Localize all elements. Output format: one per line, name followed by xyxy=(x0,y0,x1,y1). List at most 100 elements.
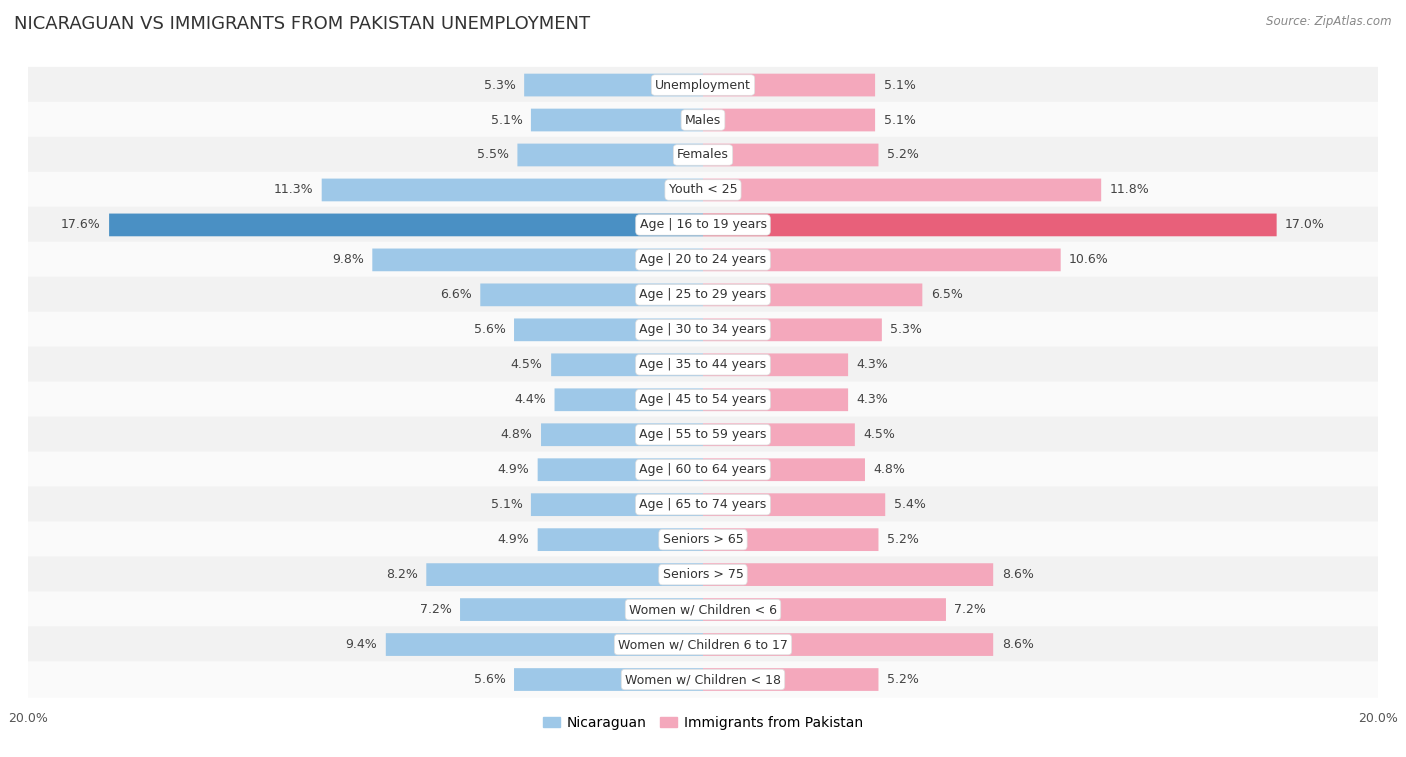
Text: Women w/ Children 6 to 17: Women w/ Children 6 to 17 xyxy=(619,638,787,651)
Text: Females: Females xyxy=(678,148,728,161)
Text: Age | 16 to 19 years: Age | 16 to 19 years xyxy=(640,219,766,232)
FancyBboxPatch shape xyxy=(481,283,703,307)
Text: 5.1%: 5.1% xyxy=(491,114,523,126)
FancyBboxPatch shape xyxy=(28,207,1378,243)
FancyBboxPatch shape xyxy=(703,633,993,656)
FancyBboxPatch shape xyxy=(703,458,865,481)
Text: 5.1%: 5.1% xyxy=(883,79,915,92)
FancyBboxPatch shape xyxy=(28,416,1378,453)
FancyBboxPatch shape xyxy=(515,319,703,341)
Text: 9.8%: 9.8% xyxy=(332,254,364,266)
FancyBboxPatch shape xyxy=(703,283,922,307)
FancyBboxPatch shape xyxy=(28,451,1378,488)
Text: 11.3%: 11.3% xyxy=(274,183,314,197)
FancyBboxPatch shape xyxy=(460,598,703,621)
FancyBboxPatch shape xyxy=(703,109,875,132)
Text: 7.2%: 7.2% xyxy=(955,603,986,616)
Text: Age | 65 to 74 years: Age | 65 to 74 years xyxy=(640,498,766,511)
Text: Age | 35 to 44 years: Age | 35 to 44 years xyxy=(640,358,766,371)
Text: Seniors > 75: Seniors > 75 xyxy=(662,568,744,581)
Text: 10.6%: 10.6% xyxy=(1069,254,1109,266)
Text: 5.6%: 5.6% xyxy=(474,323,506,336)
Text: 4.5%: 4.5% xyxy=(863,428,896,441)
Text: 4.8%: 4.8% xyxy=(501,428,533,441)
Text: 5.4%: 5.4% xyxy=(894,498,925,511)
Text: 5.6%: 5.6% xyxy=(474,673,506,686)
Text: 5.2%: 5.2% xyxy=(887,533,918,546)
Text: NICARAGUAN VS IMMIGRANTS FROM PAKISTAN UNEMPLOYMENT: NICARAGUAN VS IMMIGRANTS FROM PAKISTAN U… xyxy=(14,15,591,33)
Text: 5.1%: 5.1% xyxy=(883,114,915,126)
FancyBboxPatch shape xyxy=(703,213,1277,236)
FancyBboxPatch shape xyxy=(703,248,1060,271)
FancyBboxPatch shape xyxy=(703,144,879,167)
FancyBboxPatch shape xyxy=(28,522,1378,558)
Text: Women w/ Children < 6: Women w/ Children < 6 xyxy=(628,603,778,616)
Text: Unemployment: Unemployment xyxy=(655,79,751,92)
Text: 17.6%: 17.6% xyxy=(60,219,101,232)
Text: 5.3%: 5.3% xyxy=(890,323,922,336)
Text: 5.1%: 5.1% xyxy=(491,498,523,511)
FancyBboxPatch shape xyxy=(28,347,1378,383)
FancyBboxPatch shape xyxy=(537,458,703,481)
Text: 6.6%: 6.6% xyxy=(440,288,472,301)
FancyBboxPatch shape xyxy=(524,73,703,96)
Text: 4.4%: 4.4% xyxy=(515,394,546,407)
Text: 4.3%: 4.3% xyxy=(856,358,889,371)
FancyBboxPatch shape xyxy=(28,102,1378,139)
Text: 5.2%: 5.2% xyxy=(887,148,918,161)
FancyBboxPatch shape xyxy=(373,248,703,271)
FancyBboxPatch shape xyxy=(703,494,886,516)
Text: 6.5%: 6.5% xyxy=(931,288,963,301)
Text: 17.0%: 17.0% xyxy=(1285,219,1324,232)
FancyBboxPatch shape xyxy=(28,591,1378,628)
FancyBboxPatch shape xyxy=(28,626,1378,662)
Text: Youth < 25: Youth < 25 xyxy=(669,183,737,197)
Text: Males: Males xyxy=(685,114,721,126)
FancyBboxPatch shape xyxy=(28,312,1378,348)
FancyBboxPatch shape xyxy=(28,241,1378,278)
Text: 4.9%: 4.9% xyxy=(498,533,529,546)
FancyBboxPatch shape xyxy=(28,487,1378,523)
FancyBboxPatch shape xyxy=(703,423,855,446)
Text: 4.5%: 4.5% xyxy=(510,358,543,371)
Text: 4.8%: 4.8% xyxy=(873,463,905,476)
FancyBboxPatch shape xyxy=(703,528,879,551)
FancyBboxPatch shape xyxy=(703,319,882,341)
FancyBboxPatch shape xyxy=(703,598,946,621)
Text: Women w/ Children < 18: Women w/ Children < 18 xyxy=(626,673,780,686)
FancyBboxPatch shape xyxy=(517,144,703,167)
Text: Age | 60 to 64 years: Age | 60 to 64 years xyxy=(640,463,766,476)
FancyBboxPatch shape xyxy=(110,213,703,236)
FancyBboxPatch shape xyxy=(385,633,703,656)
Text: 4.3%: 4.3% xyxy=(856,394,889,407)
FancyBboxPatch shape xyxy=(703,73,875,96)
FancyBboxPatch shape xyxy=(28,662,1378,698)
FancyBboxPatch shape xyxy=(703,668,879,691)
FancyBboxPatch shape xyxy=(515,668,703,691)
Legend: Nicaraguan, Immigrants from Pakistan: Nicaraguan, Immigrants from Pakistan xyxy=(537,711,869,736)
Text: Seniors > 65: Seniors > 65 xyxy=(662,533,744,546)
FancyBboxPatch shape xyxy=(703,388,848,411)
Text: Age | 45 to 54 years: Age | 45 to 54 years xyxy=(640,394,766,407)
Text: 9.4%: 9.4% xyxy=(346,638,377,651)
FancyBboxPatch shape xyxy=(531,494,703,516)
Text: Age | 25 to 29 years: Age | 25 to 29 years xyxy=(640,288,766,301)
Text: 11.8%: 11.8% xyxy=(1109,183,1149,197)
FancyBboxPatch shape xyxy=(537,528,703,551)
FancyBboxPatch shape xyxy=(426,563,703,586)
FancyBboxPatch shape xyxy=(703,563,993,586)
Text: 8.6%: 8.6% xyxy=(1001,568,1033,581)
FancyBboxPatch shape xyxy=(541,423,703,446)
Text: 4.9%: 4.9% xyxy=(498,463,529,476)
FancyBboxPatch shape xyxy=(703,354,848,376)
Text: Age | 55 to 59 years: Age | 55 to 59 years xyxy=(640,428,766,441)
Text: Age | 20 to 24 years: Age | 20 to 24 years xyxy=(640,254,766,266)
FancyBboxPatch shape xyxy=(28,172,1378,208)
FancyBboxPatch shape xyxy=(28,276,1378,313)
FancyBboxPatch shape xyxy=(28,67,1378,103)
Text: 8.2%: 8.2% xyxy=(387,568,418,581)
Text: 8.6%: 8.6% xyxy=(1001,638,1033,651)
FancyBboxPatch shape xyxy=(551,354,703,376)
FancyBboxPatch shape xyxy=(703,179,1101,201)
Text: Age | 30 to 34 years: Age | 30 to 34 years xyxy=(640,323,766,336)
